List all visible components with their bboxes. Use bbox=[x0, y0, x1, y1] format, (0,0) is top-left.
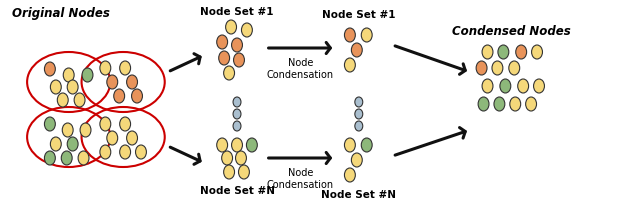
Ellipse shape bbox=[498, 45, 509, 59]
Ellipse shape bbox=[478, 97, 489, 111]
Ellipse shape bbox=[51, 137, 61, 151]
Ellipse shape bbox=[344, 28, 355, 42]
Ellipse shape bbox=[239, 165, 250, 179]
Ellipse shape bbox=[351, 43, 362, 57]
Ellipse shape bbox=[120, 61, 131, 75]
Text: Node
Condensation: Node Condensation bbox=[267, 168, 334, 190]
Ellipse shape bbox=[78, 151, 89, 165]
Ellipse shape bbox=[100, 145, 111, 159]
Ellipse shape bbox=[44, 151, 55, 165]
Ellipse shape bbox=[217, 138, 228, 152]
Ellipse shape bbox=[120, 145, 131, 159]
Ellipse shape bbox=[132, 89, 143, 103]
Ellipse shape bbox=[246, 138, 257, 152]
Ellipse shape bbox=[67, 137, 78, 151]
Ellipse shape bbox=[534, 79, 545, 93]
Ellipse shape bbox=[525, 97, 536, 111]
Ellipse shape bbox=[241, 23, 252, 37]
Ellipse shape bbox=[361, 28, 372, 42]
Ellipse shape bbox=[44, 117, 55, 131]
Ellipse shape bbox=[232, 138, 243, 152]
Ellipse shape bbox=[492, 61, 503, 75]
Text: Condensed Nodes: Condensed Nodes bbox=[452, 25, 571, 38]
Text: Node Set #1: Node Set #1 bbox=[200, 7, 274, 17]
Ellipse shape bbox=[234, 53, 244, 67]
Ellipse shape bbox=[107, 75, 118, 89]
Ellipse shape bbox=[482, 79, 493, 93]
Ellipse shape bbox=[232, 38, 243, 52]
Ellipse shape bbox=[233, 109, 241, 119]
Ellipse shape bbox=[62, 123, 73, 137]
Ellipse shape bbox=[236, 151, 246, 165]
Ellipse shape bbox=[476, 61, 487, 75]
Ellipse shape bbox=[355, 121, 363, 131]
Ellipse shape bbox=[120, 117, 131, 131]
Ellipse shape bbox=[518, 79, 529, 93]
Ellipse shape bbox=[127, 131, 138, 145]
Ellipse shape bbox=[67, 80, 78, 94]
Ellipse shape bbox=[127, 75, 138, 89]
Ellipse shape bbox=[226, 20, 237, 34]
Text: Node
Condensation: Node Condensation bbox=[267, 58, 334, 80]
Ellipse shape bbox=[223, 165, 234, 179]
Ellipse shape bbox=[107, 131, 118, 145]
Ellipse shape bbox=[44, 62, 55, 76]
Ellipse shape bbox=[233, 121, 241, 131]
Text: Node Set #N: Node Set #N bbox=[200, 186, 275, 196]
Ellipse shape bbox=[344, 58, 355, 72]
Ellipse shape bbox=[344, 168, 355, 182]
Ellipse shape bbox=[500, 79, 511, 93]
Ellipse shape bbox=[344, 138, 355, 152]
Ellipse shape bbox=[100, 117, 111, 131]
Ellipse shape bbox=[51, 80, 61, 94]
Ellipse shape bbox=[355, 109, 363, 119]
Ellipse shape bbox=[80, 123, 91, 137]
Ellipse shape bbox=[217, 35, 228, 49]
Ellipse shape bbox=[509, 61, 520, 75]
Ellipse shape bbox=[482, 45, 493, 59]
Ellipse shape bbox=[361, 138, 372, 152]
Ellipse shape bbox=[233, 97, 241, 107]
Ellipse shape bbox=[63, 68, 74, 82]
Ellipse shape bbox=[510, 97, 521, 111]
Ellipse shape bbox=[114, 89, 125, 103]
Ellipse shape bbox=[100, 61, 111, 75]
Ellipse shape bbox=[82, 68, 93, 82]
Text: Original Nodes: Original Nodes bbox=[12, 7, 109, 20]
Text: Node Set #N: Node Set #N bbox=[321, 190, 396, 200]
Ellipse shape bbox=[219, 51, 230, 65]
Ellipse shape bbox=[58, 93, 68, 107]
Ellipse shape bbox=[351, 153, 362, 167]
Text: Node Set #1: Node Set #1 bbox=[322, 10, 396, 20]
Ellipse shape bbox=[136, 145, 147, 159]
Ellipse shape bbox=[223, 66, 234, 80]
Ellipse shape bbox=[221, 151, 232, 165]
Ellipse shape bbox=[61, 151, 72, 165]
Ellipse shape bbox=[494, 97, 505, 111]
Ellipse shape bbox=[355, 97, 363, 107]
Ellipse shape bbox=[516, 45, 527, 59]
Ellipse shape bbox=[532, 45, 543, 59]
Ellipse shape bbox=[74, 93, 85, 107]
